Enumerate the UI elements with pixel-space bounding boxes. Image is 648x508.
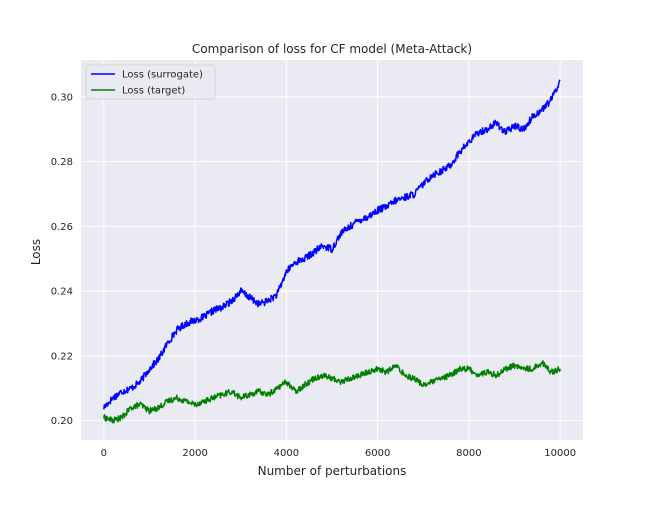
y-tick-label: 0.28 (51, 157, 73, 168)
series-line-target (103, 360, 561, 424)
chart-title: Comparison of loss for CF model (Meta-At… (192, 42, 472, 56)
legend-label-target: Loss (target) (122, 86, 185, 97)
x-tick-label: 4000 (274, 448, 299, 459)
ticks: 0 2000 4000 6000 8000 10000 0.20 0.22 0.24 0.26 0.… (51, 92, 576, 459)
x-tick-label: 10000 (544, 448, 576, 459)
legend: Loss (surrogate) Loss (target) (85, 64, 216, 100)
y-tick-label: 0.20 (51, 416, 73, 427)
x-tick-label: 8000 (456, 448, 481, 459)
grid (81, 60, 583, 440)
legend-label-surrogate: Loss (surrogate) (122, 70, 203, 81)
x-tick-label: 0 (101, 448, 107, 459)
y-tick-label: 0.24 (51, 287, 73, 298)
x-tick-label: 2000 (182, 448, 207, 459)
y-tick-label: 0.22 (51, 351, 73, 362)
y-tick-label: 0.26 (51, 222, 73, 233)
series-layer (103, 79, 561, 424)
x-tick-label: 6000 (365, 448, 390, 459)
y-axis-label: Loss (29, 239, 43, 265)
x-axis-label: Number of perturbations (258, 464, 407, 478)
legend-box (85, 64, 216, 100)
y-tick-label: 0.30 (51, 92, 73, 103)
series-line-surrogate (103, 79, 561, 410)
